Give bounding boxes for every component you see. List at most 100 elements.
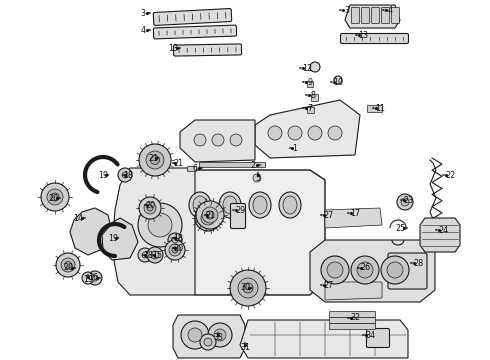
Circle shape: [310, 62, 320, 72]
FancyBboxPatch shape: [392, 8, 399, 23]
Text: 7: 7: [307, 104, 313, 113]
Polygon shape: [345, 5, 400, 28]
Circle shape: [194, 134, 206, 146]
FancyBboxPatch shape: [367, 328, 390, 347]
Circle shape: [214, 329, 226, 341]
Circle shape: [41, 183, 69, 211]
Circle shape: [204, 215, 212, 221]
Circle shape: [150, 156, 160, 165]
FancyBboxPatch shape: [312, 95, 318, 102]
Circle shape: [195, 205, 221, 231]
Circle shape: [206, 211, 214, 219]
FancyBboxPatch shape: [341, 33, 409, 44]
Text: 2: 2: [250, 161, 256, 170]
Circle shape: [268, 126, 282, 140]
Text: 15: 15: [152, 251, 162, 260]
Circle shape: [243, 283, 253, 293]
Polygon shape: [310, 240, 435, 302]
Ellipse shape: [253, 196, 267, 214]
FancyBboxPatch shape: [153, 25, 237, 39]
Circle shape: [138, 248, 152, 262]
FancyBboxPatch shape: [308, 108, 315, 113]
Text: 17: 17: [350, 208, 360, 217]
Circle shape: [56, 253, 80, 277]
FancyBboxPatch shape: [173, 44, 242, 56]
Circle shape: [188, 328, 202, 342]
Text: 18: 18: [143, 251, 153, 260]
Text: 18: 18: [173, 234, 183, 243]
Text: 12: 12: [302, 63, 312, 72]
Circle shape: [118, 168, 132, 182]
Circle shape: [321, 256, 349, 284]
Polygon shape: [420, 218, 460, 252]
Text: 19: 19: [108, 234, 118, 243]
Circle shape: [212, 134, 224, 146]
Circle shape: [208, 323, 232, 347]
Circle shape: [288, 126, 302, 140]
Text: 22: 22: [445, 171, 455, 180]
Text: 19: 19: [98, 171, 108, 180]
Circle shape: [230, 134, 242, 146]
FancyBboxPatch shape: [308, 81, 314, 87]
Circle shape: [204, 338, 212, 346]
Circle shape: [308, 126, 322, 140]
Text: 21: 21: [148, 153, 158, 162]
FancyBboxPatch shape: [388, 253, 427, 289]
Polygon shape: [180, 120, 255, 162]
Text: 4: 4: [388, 5, 392, 14]
FancyBboxPatch shape: [362, 8, 369, 23]
Polygon shape: [255, 100, 360, 158]
Ellipse shape: [279, 192, 301, 218]
Circle shape: [122, 172, 128, 178]
Ellipse shape: [189, 192, 211, 218]
Text: 4: 4: [141, 26, 146, 35]
Text: 23: 23: [403, 195, 413, 204]
Circle shape: [230, 270, 266, 306]
Polygon shape: [112, 168, 195, 295]
Circle shape: [201, 211, 215, 225]
Text: 1: 1: [293, 144, 297, 153]
Text: 13: 13: [358, 31, 368, 40]
Circle shape: [61, 258, 75, 272]
Polygon shape: [102, 218, 138, 260]
FancyBboxPatch shape: [329, 318, 375, 324]
Circle shape: [238, 278, 258, 298]
Circle shape: [202, 207, 218, 223]
FancyBboxPatch shape: [371, 8, 379, 23]
Text: 26: 26: [360, 264, 370, 273]
Text: 6: 6: [193, 163, 197, 172]
Circle shape: [138, 203, 182, 247]
Circle shape: [200, 334, 216, 350]
Text: 33: 33: [213, 333, 223, 342]
Text: 16: 16: [88, 274, 98, 283]
Text: 32: 32: [350, 314, 360, 323]
Text: 20: 20: [48, 194, 58, 202]
Circle shape: [181, 321, 209, 349]
Polygon shape: [240, 320, 408, 358]
Circle shape: [88, 271, 102, 285]
Text: 3: 3: [344, 5, 349, 14]
Circle shape: [144, 202, 156, 214]
Text: 34: 34: [365, 330, 375, 339]
Circle shape: [151, 251, 159, 259]
Text: 27: 27: [323, 280, 333, 289]
Text: 11: 11: [375, 104, 385, 113]
Circle shape: [92, 275, 98, 281]
Circle shape: [253, 174, 261, 182]
Circle shape: [65, 261, 72, 269]
Text: 9: 9: [307, 77, 313, 86]
Text: 14: 14: [73, 213, 83, 222]
FancyBboxPatch shape: [351, 8, 360, 23]
Circle shape: [139, 144, 171, 176]
Circle shape: [172, 247, 178, 253]
Ellipse shape: [283, 196, 297, 214]
Text: 29: 29: [235, 206, 245, 215]
Ellipse shape: [193, 196, 207, 214]
Circle shape: [139, 197, 161, 219]
Text: 13: 13: [168, 44, 178, 53]
Circle shape: [351, 256, 379, 284]
Circle shape: [196, 201, 224, 229]
FancyBboxPatch shape: [199, 162, 266, 167]
Text: 20: 20: [173, 243, 183, 252]
Circle shape: [147, 247, 163, 263]
